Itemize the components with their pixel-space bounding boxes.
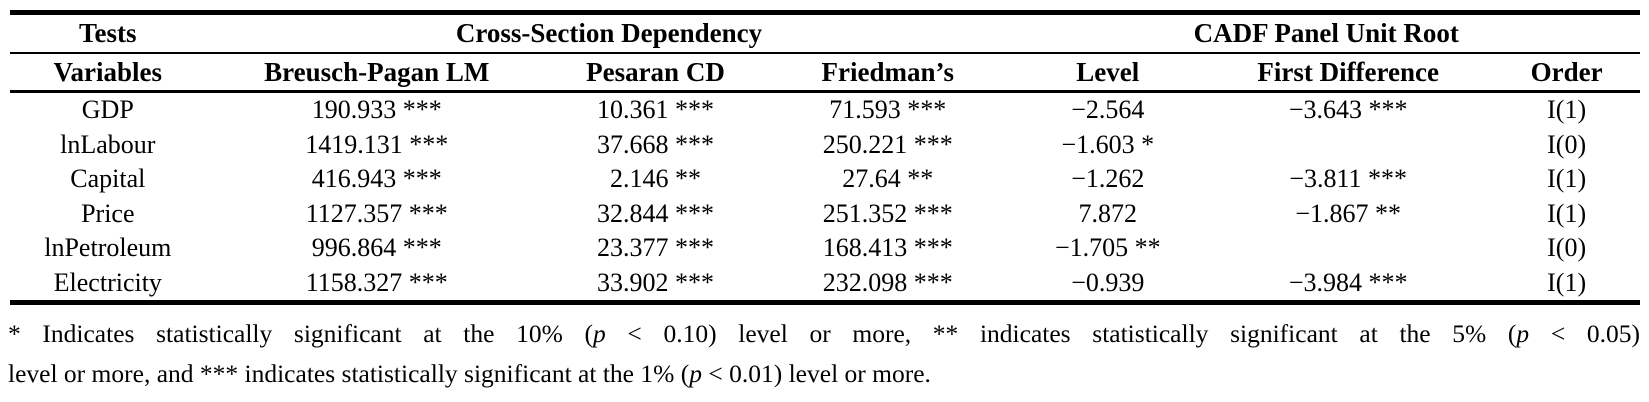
footnote-line-1: * Indicates statistically significant at… xyxy=(8,314,1640,354)
cell-variable: lnPetroleum xyxy=(44,233,172,262)
cell-level: −1.705 ** xyxy=(1054,233,1161,262)
col-header-pesaran-cd: Pesaran CD xyxy=(547,53,764,93)
cell-breusch-pagan-lm: 1127.357 *** xyxy=(305,198,448,228)
cell-friedmans: 251.352 *** xyxy=(822,198,953,228)
footnote-text: < 0.10) level or more, ** indicates stat… xyxy=(605,319,1517,348)
cell-first-difference: −3.811 *** xyxy=(1289,164,1408,193)
cell-order: I(1) xyxy=(1547,198,1587,228)
cell-order: I(1) xyxy=(1547,164,1587,193)
cell-first-difference: −1.867 ** xyxy=(1295,198,1402,228)
cell-variable: GDP xyxy=(81,95,134,124)
cell-pesaran-cd: 37.668 *** xyxy=(596,129,714,159)
group-header-row: Tests Cross-Section Dependency CADF Pane… xyxy=(10,12,1640,54)
cell-level: −0.939 xyxy=(1071,267,1145,297)
footnote-line-2: level or more, and *** indicates statist… xyxy=(8,354,1640,394)
cell-order: I(1) xyxy=(1547,95,1587,124)
cell-order: I(0) xyxy=(1547,233,1587,262)
cell-variable: Capital xyxy=(70,164,146,193)
col-header-order: Order xyxy=(1493,53,1640,93)
paper-table-page: Tests Cross-Section Dependency CADF Pane… xyxy=(0,10,1649,402)
table-row-capital: Capital 416.943 *** 2.146 ** 27.64 ** −1… xyxy=(10,162,1640,197)
table-row-electricity: Electricity 1158.327 *** 33.902 *** 232.… xyxy=(10,266,1640,303)
header-tests: Tests xyxy=(10,12,206,54)
column-header-row: Variables Breusch-Pagan LM Pesaran CD Fr… xyxy=(10,53,1640,93)
footnote-text: < 0.01) level or more. xyxy=(701,359,931,388)
cell-friedmans: 232.098 *** xyxy=(822,267,953,297)
cell-variable: lnLabour xyxy=(60,129,156,159)
cell-first-difference xyxy=(1203,128,1493,163)
cell-order: I(0) xyxy=(1547,129,1587,159)
table-row-lnlabour: lnLabour 1419.131 *** 37.668 *** 250.221… xyxy=(10,128,1640,163)
cell-first-difference: −3.643 *** xyxy=(1288,95,1408,124)
table-row-lnpetroleum: lnPetroleum 996.864 *** 23.377 *** 168.4… xyxy=(10,231,1640,266)
footnote-italic-p: p xyxy=(689,359,702,388)
footnote-italic-p: p xyxy=(593,319,606,348)
cell-breusch-pagan-lm: 190.933 *** xyxy=(311,95,442,124)
col-header-level: Level xyxy=(1012,53,1204,93)
table-row-gdp: GDP 190.933 *** 10.361 *** 71.593 *** −2… xyxy=(10,92,1640,128)
cell-breusch-pagan-lm: 996.864 *** xyxy=(311,233,442,262)
cell-first-difference: −3.984 *** xyxy=(1288,267,1408,297)
cell-breusch-pagan-lm: 1419.131 *** xyxy=(305,129,449,159)
col-header-breusch-pagan-lm: Breusch-Pagan LM xyxy=(205,53,548,93)
col-header-friedmans: Friedman’s xyxy=(763,53,1013,93)
cell-pesaran-cd: 33.902 *** xyxy=(596,267,714,297)
footnote-text: level or more, and *** indicates statist… xyxy=(8,359,690,388)
cell-pesaran-cd: 2.146 ** xyxy=(609,164,701,193)
cell-level: 7.872 xyxy=(1078,198,1138,228)
cell-pesaran-cd: 10.361 *** xyxy=(596,95,714,124)
cell-friedmans: 27.64 ** xyxy=(842,164,934,193)
significance-footnote: * Indicates statistically significant at… xyxy=(8,314,1640,394)
cell-breusch-pagan-lm: 416.943 *** xyxy=(311,164,442,193)
table-row-price: Price 1127.357 *** 32.844 *** 251.352 **… xyxy=(10,197,1640,232)
col-header-first-difference: First Difference xyxy=(1203,53,1494,93)
cell-breusch-pagan-lm: 1158.327 *** xyxy=(305,267,448,297)
cell-first-difference xyxy=(1203,231,1493,266)
cell-level: −1.603 * xyxy=(1061,129,1155,159)
cell-pesaran-cd: 32.844 *** xyxy=(596,198,714,228)
footnote-text: * Indicates statistically significant at… xyxy=(8,319,594,348)
cell-friedmans: 250.221 *** xyxy=(822,129,953,159)
header-cross-section-dependency: Cross-Section Dependency xyxy=(205,12,1013,54)
cell-friedmans: 168.413 *** xyxy=(822,233,953,262)
col-header-variables: Variables xyxy=(10,53,206,93)
cell-variable: Price xyxy=(81,198,135,228)
cell-pesaran-cd: 23.377 *** xyxy=(596,233,714,262)
cell-friedmans: 71.593 *** xyxy=(829,95,947,124)
cell-level: −1.262 xyxy=(1071,164,1145,193)
footnote-italic-p: p xyxy=(1516,319,1530,348)
footnote-text: < 0.05) xyxy=(1529,319,1640,348)
cell-order: I(1) xyxy=(1547,267,1587,297)
cell-level: −2.564 xyxy=(1071,95,1145,124)
cell-variable: Electricity xyxy=(53,267,162,297)
unit-root-results-table: Tests Cross-Section Dependency CADF Pane… xyxy=(10,10,1640,305)
header-cadf-panel-unit-root: CADF Panel Unit Root xyxy=(1012,12,1640,54)
